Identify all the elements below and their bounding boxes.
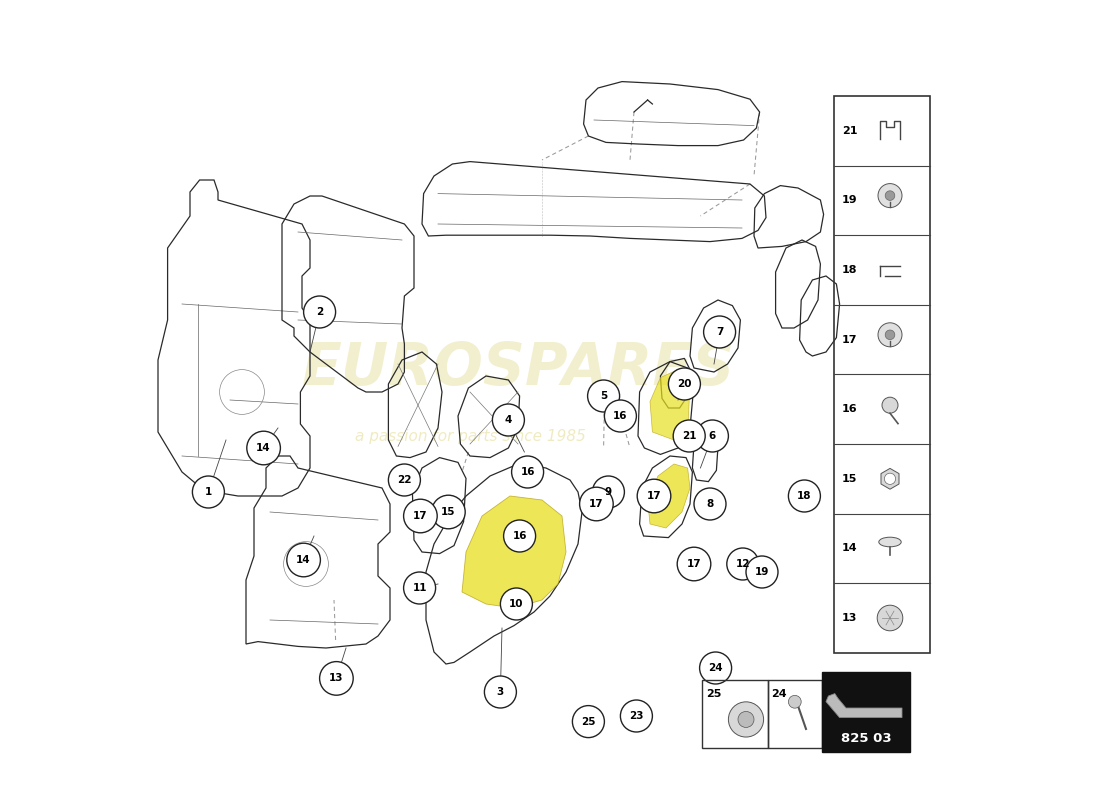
Text: 17: 17 [686,559,702,569]
Polygon shape [462,496,566,608]
Circle shape [404,499,437,533]
Circle shape [727,548,759,580]
Text: 24: 24 [771,689,786,698]
Text: 16: 16 [842,404,858,414]
Circle shape [746,556,778,588]
Text: 18: 18 [798,491,812,501]
Ellipse shape [879,538,901,547]
Circle shape [704,316,736,348]
Text: 25: 25 [706,689,722,698]
Polygon shape [826,694,902,718]
Text: 14: 14 [296,555,311,565]
Text: 9: 9 [605,487,612,497]
Text: 21: 21 [682,431,696,441]
Text: 5: 5 [600,391,607,401]
Text: 23: 23 [629,711,644,721]
Text: 12: 12 [736,559,750,569]
Text: 1: 1 [205,487,212,497]
Polygon shape [648,464,690,528]
Bar [593,387,615,405]
Circle shape [882,397,898,413]
Text: 7: 7 [716,327,724,337]
Text: 20: 20 [678,379,692,389]
Text: 13: 13 [329,674,343,683]
Text: 22: 22 [397,475,411,485]
Text: 18: 18 [842,265,858,275]
Circle shape [878,183,902,207]
Text: 16: 16 [613,411,628,421]
Bar [822,672,910,752]
Circle shape [320,662,353,695]
Text: EUROSPARES: EUROSPARES [301,339,735,397]
Circle shape [620,700,652,732]
Text: 10: 10 [509,599,524,609]
Text: 19: 19 [755,567,769,577]
Bar [768,680,822,748]
Text: 8: 8 [706,499,714,509]
Text: 3: 3 [497,687,504,697]
Circle shape [886,190,894,200]
Text: 17: 17 [647,491,661,501]
Text: 15: 15 [842,474,857,484]
Text: a passion for parts since 1985: a passion for parts since 1985 [354,429,585,443]
Circle shape [593,476,625,508]
Text: 24: 24 [708,663,723,673]
Text: 17: 17 [842,334,858,345]
Circle shape [738,711,754,727]
Polygon shape [650,370,690,440]
Circle shape [484,676,516,708]
Circle shape [700,652,732,684]
Text: 16: 16 [513,531,527,541]
Circle shape [604,400,637,432]
Circle shape [493,404,525,436]
Polygon shape [881,468,899,489]
Text: 13: 13 [842,613,857,623]
Circle shape [512,456,543,488]
Text: 825 03: 825 03 [840,732,891,745]
Text: 15: 15 [441,507,455,517]
Circle shape [878,322,902,347]
Circle shape [886,330,894,339]
Circle shape [580,487,613,521]
Circle shape [192,476,224,508]
Text: 2: 2 [316,307,323,317]
Circle shape [431,495,465,529]
Text: 17: 17 [590,499,604,509]
Text: 19: 19 [842,195,858,206]
Circle shape [637,479,671,513]
Circle shape [587,380,619,412]
Text: 11: 11 [412,583,427,593]
Circle shape [669,368,701,400]
Text: 4: 4 [505,415,513,425]
Circle shape [673,420,705,452]
Text: 14: 14 [842,543,858,554]
Circle shape [877,605,903,630]
Bar [596,488,616,504]
Text: 17: 17 [414,511,428,521]
Circle shape [884,473,895,484]
Circle shape [500,588,532,620]
Circle shape [504,520,536,552]
Text: 25: 25 [581,717,596,726]
Circle shape [246,431,280,465]
Circle shape [287,543,320,577]
Text: 21: 21 [842,126,858,136]
Circle shape [694,488,726,520]
Circle shape [789,480,821,512]
Circle shape [696,420,728,452]
Bar [834,96,929,653]
Circle shape [572,706,604,738]
Text: 6: 6 [708,431,716,441]
Circle shape [678,547,711,581]
Text: 16: 16 [520,467,535,477]
Circle shape [388,464,420,496]
Circle shape [789,695,801,708]
Circle shape [304,296,336,328]
Circle shape [404,572,436,604]
Bar [702,680,768,748]
Text: 14: 14 [256,443,271,453]
Circle shape [728,702,763,737]
